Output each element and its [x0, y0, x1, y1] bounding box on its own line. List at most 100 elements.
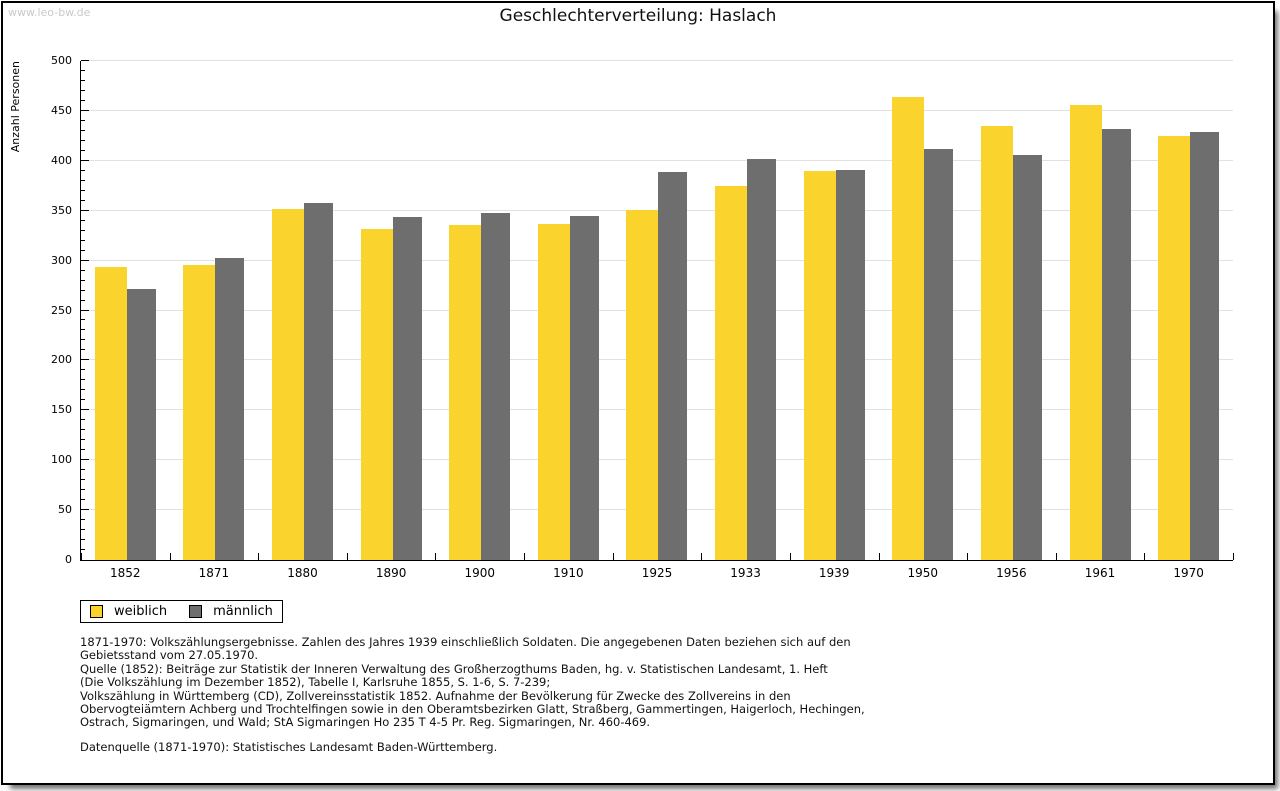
y-axis-tick-label: 500	[51, 54, 72, 67]
x-axis-label-1970: 1970	[1173, 566, 1204, 580]
y-axis-tick	[81, 179, 85, 181]
bar-männlich-1880	[304, 202, 334, 560]
bar-weiblich-1852	[94, 266, 127, 560]
x-axis-label-1852: 1852	[110, 566, 141, 580]
x-axis-tick	[789, 553, 791, 560]
y-axis-tick-label: 150	[51, 403, 72, 417]
x-axis-tick	[701, 553, 703, 560]
y-axis-tick	[81, 519, 85, 521]
bar-männlich-1956	[1012, 154, 1042, 560]
y-axis-tick	[81, 359, 89, 361]
bar-männlich-1950	[924, 148, 954, 560]
x-axis-label-1950: 1950	[907, 566, 939, 580]
y-axis-tick	[81, 289, 85, 291]
x-axis-label-1939: 1939	[818, 566, 850, 580]
y-axis-tick-label: 50	[58, 503, 72, 517]
y-axis-tick	[81, 549, 85, 551]
x-axis-tick	[346, 553, 348, 560]
bar-weiblich-1871	[183, 264, 216, 560]
y-axis-tick	[81, 529, 85, 531]
footnote-line-6: Obervogteiämtern Achberg und Trochtelfin…	[80, 702, 865, 717]
y-axis-tick	[81, 139, 85, 141]
y-axis-tick	[81, 469, 85, 471]
y-axis-tick	[81, 199, 85, 201]
y-axis-tick-label: 250	[51, 303, 72, 317]
y-axis-tick	[81, 69, 85, 71]
y-axis-title: Anzahl Personen	[9, 61, 22, 153]
bar-männlich-1970	[1190, 131, 1220, 560]
bar-weiblich-1925	[626, 209, 659, 560]
x-axis-tick	[612, 553, 614, 560]
bar-männlich-1852	[126, 288, 156, 560]
y-axis-tick	[81, 379, 85, 381]
x-axis-tick	[1233, 553, 1234, 560]
footnote-line-3: Quelle (1852): Beiträge zur Statistik de…	[80, 661, 828, 676]
y-axis-tick	[81, 79, 85, 81]
bar-group-1880: 1880	[258, 61, 347, 580]
y-axis-tick	[81, 339, 85, 341]
footnote-line-7: Ostrach, Sigmaringen, und Wald; StA Sigm…	[80, 715, 651, 730]
y-axis-tick	[81, 279, 85, 281]
legend-label: männlich	[213, 604, 273, 619]
y-axis-tick-label: 350	[51, 203, 72, 217]
y-axis-tick	[81, 269, 85, 271]
x-axis-label-1910: 1910	[553, 566, 584, 580]
x-axis-label-1956: 1956	[996, 566, 1027, 580]
watermark: www.leo-bw.de	[8, 6, 91, 19]
y-axis-tick	[81, 219, 85, 221]
legend-swatch-männlich	[189, 605, 203, 618]
y-axis-tick	[81, 429, 85, 431]
footnote-line-5: Volkszählung in Württemberg (CD), Zollve…	[80, 688, 791, 703]
y-axis-tick	[81, 60, 89, 61]
y-axis-tick	[81, 119, 85, 121]
footnote-line-1: 1871-1970: Volkszählungsergebnisse. Zahl…	[80, 635, 851, 649]
bar-männlich-1900	[481, 212, 511, 560]
bar-group-1939: 1939	[790, 61, 879, 580]
x-axis-tick	[81, 553, 82, 560]
y-axis-tick	[81, 409, 89, 411]
x-axis-label-1933: 1933	[730, 566, 761, 580]
x-axis-label-1871: 1871	[198, 566, 230, 580]
y-axis-tick	[81, 89, 85, 91]
footnote-line-4: (Die Volkszählung im Dezember 1852), Tab…	[80, 675, 551, 690]
y-axis-tick	[81, 499, 85, 501]
y-axis-tick	[81, 349, 85, 351]
y-axis-tick	[81, 389, 85, 391]
y-axis-tick	[81, 259, 89, 261]
legend: weiblich männlich	[80, 600, 283, 623]
y-axis-tick	[81, 319, 85, 321]
footnotes: 1871-1970: Volkszählungsergebnisse. Zahl…	[80, 635, 865, 754]
gridline-400	[81, 159, 1233, 161]
x-axis-tick	[258, 553, 260, 560]
bar-männlich-1871	[215, 257, 245, 560]
bar-weiblich-1900	[449, 224, 482, 560]
legend-item-männlich: männlich	[189, 604, 273, 619]
bar-group-1900: 1900	[435, 61, 524, 580]
bar-weiblich-1950	[892, 96, 925, 560]
y-axis-tick	[81, 209, 89, 211]
y-axis-tick	[81, 249, 85, 251]
bar-weiblich-1890	[360, 228, 393, 560]
x-axis-label-1961: 1961	[1084, 566, 1116, 580]
y-axis-tick	[81, 419, 85, 421]
bar-group-1910: 1910	[524, 61, 613, 580]
bar-group-1950: 1950	[878, 61, 967, 580]
y-axis-tick	[81, 459, 89, 461]
bar-männlich-1961	[1101, 128, 1131, 560]
y-axis-tick	[81, 109, 89, 111]
x-axis-tick	[524, 553, 526, 560]
y-axis-tick-label: 450	[51, 103, 72, 117]
y-axis-tick-label: 100	[51, 453, 72, 467]
bar-group-1961: 1961	[1056, 61, 1145, 580]
bar-weiblich-1939	[803, 170, 836, 560]
y-axis-tick	[81, 189, 85, 191]
bar-weiblich-1970	[1158, 135, 1191, 560]
x-axis-label-1890: 1890	[375, 566, 407, 580]
y-axis-tick	[81, 369, 85, 371]
footnote-line-2: Gebietsstand vom 27.05.1970.	[80, 648, 259, 663]
y-axis-tick	[81, 439, 85, 441]
bar-weiblich-1910	[537, 223, 570, 560]
y-axis-tick-label: 300	[51, 253, 72, 267]
y-axis-tick	[81, 169, 85, 171]
y-axis-tick	[81, 159, 89, 161]
